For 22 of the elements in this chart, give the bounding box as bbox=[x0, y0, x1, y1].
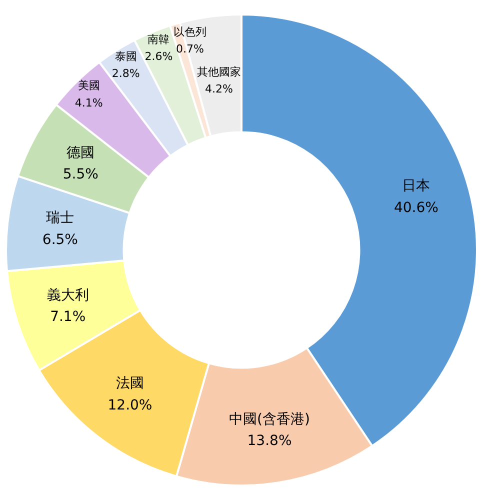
data-label: 5.5% bbox=[62, 166, 98, 183]
data-label: 7.1% bbox=[50, 309, 86, 326]
data-label: 40.6% bbox=[394, 200, 438, 216]
slice-label: 泰國 bbox=[114, 50, 137, 64]
data-label: 4.2% bbox=[205, 82, 233, 96]
data-label: 6.5% bbox=[42, 232, 78, 248]
data-label: 0.7% bbox=[176, 42, 204, 56]
slice-label: 瑞士 bbox=[46, 210, 74, 226]
slice-label: 其他國家 bbox=[197, 65, 242, 78]
data-label: 4.1% bbox=[74, 96, 103, 110]
slice-label: 義大利 bbox=[46, 287, 89, 304]
data-label: 2.6% bbox=[144, 50, 173, 64]
slice-label: 法國 bbox=[116, 376, 144, 392]
data-label: 13.8% bbox=[247, 433, 292, 450]
slice-label: 以色列 bbox=[174, 26, 207, 39]
data-label: 2.8% bbox=[112, 67, 140, 80]
slice-label: 日本 bbox=[402, 178, 430, 194]
slice-label: 美國 bbox=[78, 79, 100, 92]
slice-label: 德國 bbox=[66, 144, 95, 161]
slice-label: 南韓 bbox=[148, 33, 170, 46]
data-label: 12.0% bbox=[108, 397, 152, 414]
slice-label: 中國(含香港) bbox=[229, 411, 310, 428]
